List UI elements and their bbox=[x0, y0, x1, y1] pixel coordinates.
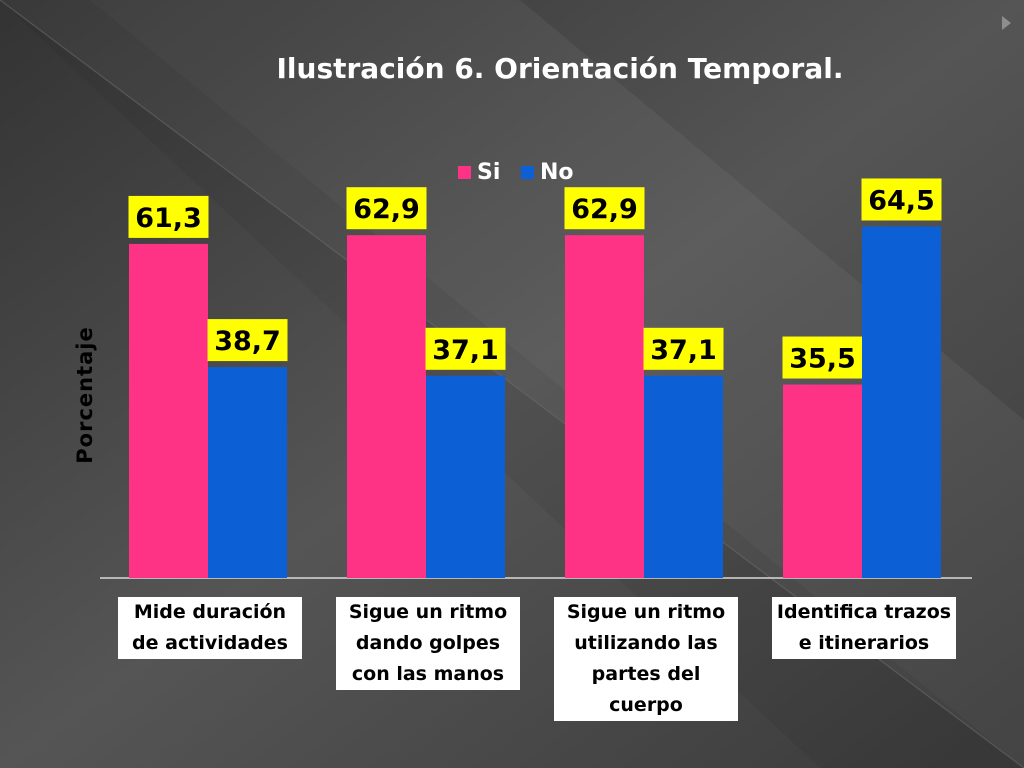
data-label-bg bbox=[782, 336, 863, 379]
legend-item-si: Si bbox=[458, 160, 500, 185]
bar-no-0 bbox=[208, 367, 287, 578]
data-label-si-2: 62,9 bbox=[571, 194, 638, 225]
data-label-si-0: 61,3 bbox=[135, 203, 202, 234]
category-label-2: Sigue un ritmo utilizando las partes del cu… bbox=[554, 597, 738, 721]
data-label-bg bbox=[861, 178, 942, 221]
chart-title: Ilustración 6. Orientación Temporal. bbox=[276, 52, 844, 85]
data-label-si-1: 62,9 bbox=[353, 194, 420, 225]
legend-label: Si bbox=[477, 160, 501, 185]
category-label-3: Identifica trazos e itinerarios bbox=[772, 597, 956, 659]
data-label-no-1: 37,1 bbox=[432, 335, 499, 366]
category-label-0: Mide duración de actividades bbox=[118, 597, 302, 659]
category-label-line: con las manos bbox=[351, 663, 505, 685]
data-label-bg bbox=[643, 327, 724, 370]
bar-no-1 bbox=[426, 375, 505, 578]
slide-arrow-icon bbox=[1002, 16, 1011, 30]
category-label-line: utilizando las bbox=[574, 632, 718, 654]
data-label-no-2: 37,1 bbox=[650, 335, 717, 366]
data-label-bg bbox=[425, 327, 506, 370]
bar-si-2 bbox=[565, 235, 644, 578]
data-label-no-3: 64,5 bbox=[868, 185, 935, 216]
bar-si-3 bbox=[783, 384, 862, 578]
legend-item-no: No bbox=[521, 160, 574, 185]
legend-swatch-icon bbox=[458, 166, 471, 179]
bar-no-2 bbox=[644, 375, 723, 578]
category-label-line: e itinerarios bbox=[798, 632, 930, 654]
data-label-bg bbox=[564, 187, 645, 230]
y-axis-label: Porcentaje bbox=[73, 326, 97, 463]
bar-si-1 bbox=[347, 235, 426, 578]
category-label-line: Identifica trazos bbox=[776, 601, 952, 623]
data-label-bg bbox=[207, 319, 288, 362]
data-label-si-3: 35,5 bbox=[789, 344, 856, 375]
data-label-bg bbox=[346, 187, 427, 230]
category-label-line: dando golpes bbox=[355, 632, 501, 654]
category-label-line: Sigue un ritmo bbox=[566, 601, 726, 623]
data-label-no-0: 38,7 bbox=[214, 326, 281, 357]
category-label-line: Sigue un ritmo bbox=[348, 601, 508, 623]
category-label-line: cuerpo bbox=[609, 694, 683, 716]
data-label-bg bbox=[128, 195, 209, 238]
category-label-line: Mide duración bbox=[133, 601, 287, 623]
bar-si-0 bbox=[129, 243, 208, 579]
legend-swatch-icon bbox=[521, 166, 534, 179]
bar-no-3 bbox=[862, 226, 941, 578]
category-label-1: Sigue un ritmo dando golpes con las manos bbox=[336, 597, 520, 690]
category-label-line: de actividades bbox=[132, 632, 288, 654]
legend-label: No bbox=[540, 160, 574, 185]
category-label-line: partes del bbox=[591, 663, 701, 685]
